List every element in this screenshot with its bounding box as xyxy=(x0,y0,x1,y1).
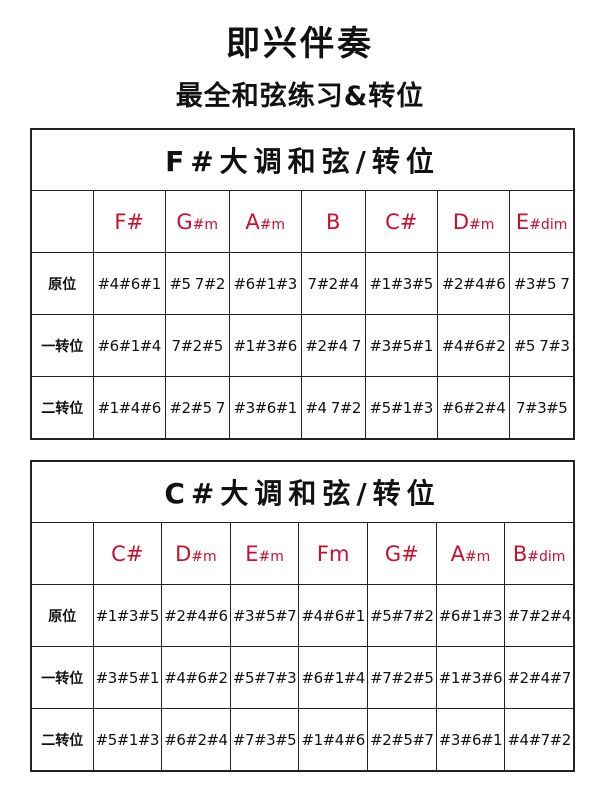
chord-suffix: #m xyxy=(192,216,219,233)
notes-cell: #1#3#5 xyxy=(364,252,438,315)
notes-cell: #3#5 7 xyxy=(509,252,575,315)
row-label: 二转位 xyxy=(30,376,94,440)
notes-cell: #1#3#6 xyxy=(228,314,302,377)
notes-cell: #5#1#3 xyxy=(364,376,438,440)
table-row: 一转位 #6#1#4 7#2#5 #1#3#6 #2#4 7 #3#5#1 #4#6#2 #5… xyxy=(30,314,575,377)
notes-cell: #4#7#2 xyxy=(504,708,575,772)
corner-cell xyxy=(30,522,94,585)
page-subtitle: 最全和弦练习&转位 xyxy=(175,81,425,112)
notes-cell: #5#7#2 xyxy=(367,584,437,647)
notes-cell: #6#1#3 xyxy=(435,584,506,647)
chord-root: F# xyxy=(114,209,145,234)
chord-header: B xyxy=(300,190,366,253)
page-title: 即兴伴奏 xyxy=(226,24,374,64)
row-label: 一转位 xyxy=(30,646,94,709)
notes-cell: #5#7#3 xyxy=(229,646,300,709)
notes-cell: 7#2#5 xyxy=(164,314,230,377)
chord-root: C# xyxy=(385,209,418,234)
row-label: 二转位 xyxy=(30,708,94,772)
chord-header: C# xyxy=(92,522,163,585)
notes-cell: #2#4#7 xyxy=(504,646,575,709)
notes-cell: #2#4 7 xyxy=(300,314,366,377)
row-label: 一转位 xyxy=(30,314,94,377)
notes-cell: #6#2#4 xyxy=(161,708,231,772)
chord-suffix: #m xyxy=(259,216,286,233)
notes-cell: #3#5#1 xyxy=(92,646,163,709)
chord-root: G# xyxy=(384,541,419,566)
chord-header: B#dim xyxy=(504,522,575,585)
notes-cell: #4 7#2 xyxy=(300,376,366,440)
notes-cell: #2#4#6 xyxy=(161,584,231,647)
chord-header: D#m xyxy=(161,522,231,585)
notes-cell: #4#6#2 xyxy=(161,646,231,709)
notes-cell: #4#6#1 xyxy=(92,252,166,315)
chord-header: D#m xyxy=(436,190,511,253)
notes-cell: #1#4#6 xyxy=(92,376,166,440)
chord-header: G# xyxy=(367,522,437,585)
table-row: 二转位 #1#4#6 #2#5 7 #3#6#1 #4 7#2 #5#1#3 #6#2#4 7… xyxy=(30,376,575,440)
notes-cell: #1#3#6 xyxy=(435,646,506,709)
notes-cell: #2#5 7 xyxy=(164,376,230,440)
chord-root: Fm xyxy=(316,541,350,566)
notes-cell: 7#3#5 xyxy=(509,376,575,440)
chord-header: A#m xyxy=(228,190,302,253)
chord-table: F#大调和弦/转位 F# G#m A#m B C# D#m E#dim 原位 #4#6#1 #5 7… xyxy=(30,128,575,440)
row-label: 原位 xyxy=(30,252,94,315)
chord-header: E#dim xyxy=(509,190,575,253)
chord-header: E#m xyxy=(229,522,300,585)
chord-root: B xyxy=(325,209,341,234)
chord-suffix: #m xyxy=(191,548,217,565)
chord-suffix: #dim xyxy=(529,216,568,233)
chord-suffix: #m xyxy=(258,548,284,565)
table-row: 一转位 #3#5#1 #4#6#2 #5#7#3 #6#1#4 #7#2#5 #1#3#6 #… xyxy=(30,646,575,709)
chord-header: C# xyxy=(364,190,438,253)
chord-suffix: #m xyxy=(468,216,495,233)
notes-cell: #3#5#7 xyxy=(229,584,300,647)
table-title: F#大调和弦/转位 xyxy=(30,128,575,191)
notes-cell: #2#5#7 xyxy=(367,708,437,772)
notes-cell: #6#1#4 xyxy=(92,314,166,377)
notes-cell: #6#2#4 xyxy=(436,376,511,440)
chord-table: C#大调和弦/转位 C# D#m E#m Fm G# A#m B#dim 原位 #1#3#5 #2#… xyxy=(30,460,575,772)
notes-cell: #1#4#6 xyxy=(298,708,368,772)
notes-cell: #3#5#1 xyxy=(364,314,438,377)
notes-cell: #4#6#1 xyxy=(298,584,368,647)
chord-header: G#m xyxy=(164,190,230,253)
chord-header: F# xyxy=(92,190,166,253)
chord-header: Fm xyxy=(298,522,368,585)
chord-root: G xyxy=(176,209,193,234)
notes-cell: #7#3#5 xyxy=(229,708,300,772)
chord-root: D xyxy=(175,541,192,566)
chord-root: B xyxy=(512,541,528,566)
chord-header: A#m xyxy=(435,522,506,585)
row-label: 原位 xyxy=(30,584,94,647)
notes-cell: #3#6#1 xyxy=(228,376,302,440)
notes-cell: #5#1#3 xyxy=(92,708,163,772)
notes-cell: #3#6#1 xyxy=(435,708,506,772)
chord-suffix: #m xyxy=(464,548,491,565)
table-row: 原位 #1#3#5 #2#4#6 #3#5#7 #4#6#1 #5#7#2 #6#1#3 #7… xyxy=(30,584,575,647)
notes-cell: #7#2#5 xyxy=(367,646,437,709)
notes-cell: #7#2#4 xyxy=(504,584,575,647)
chord-suffix: #dim xyxy=(527,548,566,565)
chord-root: E xyxy=(515,209,530,234)
chord-root: A xyxy=(450,541,465,566)
table-title: C#大调和弦/转位 xyxy=(30,460,575,523)
notes-cell: #1#3#5 xyxy=(92,584,163,647)
chord-root: A xyxy=(245,209,260,234)
notes-cell: #5 7#3 xyxy=(509,314,575,377)
corner-cell xyxy=(30,190,94,253)
table-row: 原位 #4#6#1 #5 7#2 #6#1#3 7#2#4 #1#3#5 #2#4#6 #3#… xyxy=(30,252,575,315)
notes-cell: 7#2#4 xyxy=(300,252,366,315)
chord-root: C# xyxy=(111,541,144,566)
notes-cell: #2#4#6 xyxy=(436,252,511,315)
notes-cell: #4#6#2 xyxy=(436,314,511,377)
chord-root: D xyxy=(452,209,469,234)
notes-cell: #6#1#4 xyxy=(298,646,368,709)
notes-cell: #6#1#3 xyxy=(228,252,302,315)
notes-cell: #5 7#2 xyxy=(164,252,230,315)
table-row: 二转位 #5#1#3 #6#2#4 #7#3#5 #1#4#6 #2#5#7 #3#6#1 #… xyxy=(30,708,575,772)
chord-root: E xyxy=(245,541,259,566)
